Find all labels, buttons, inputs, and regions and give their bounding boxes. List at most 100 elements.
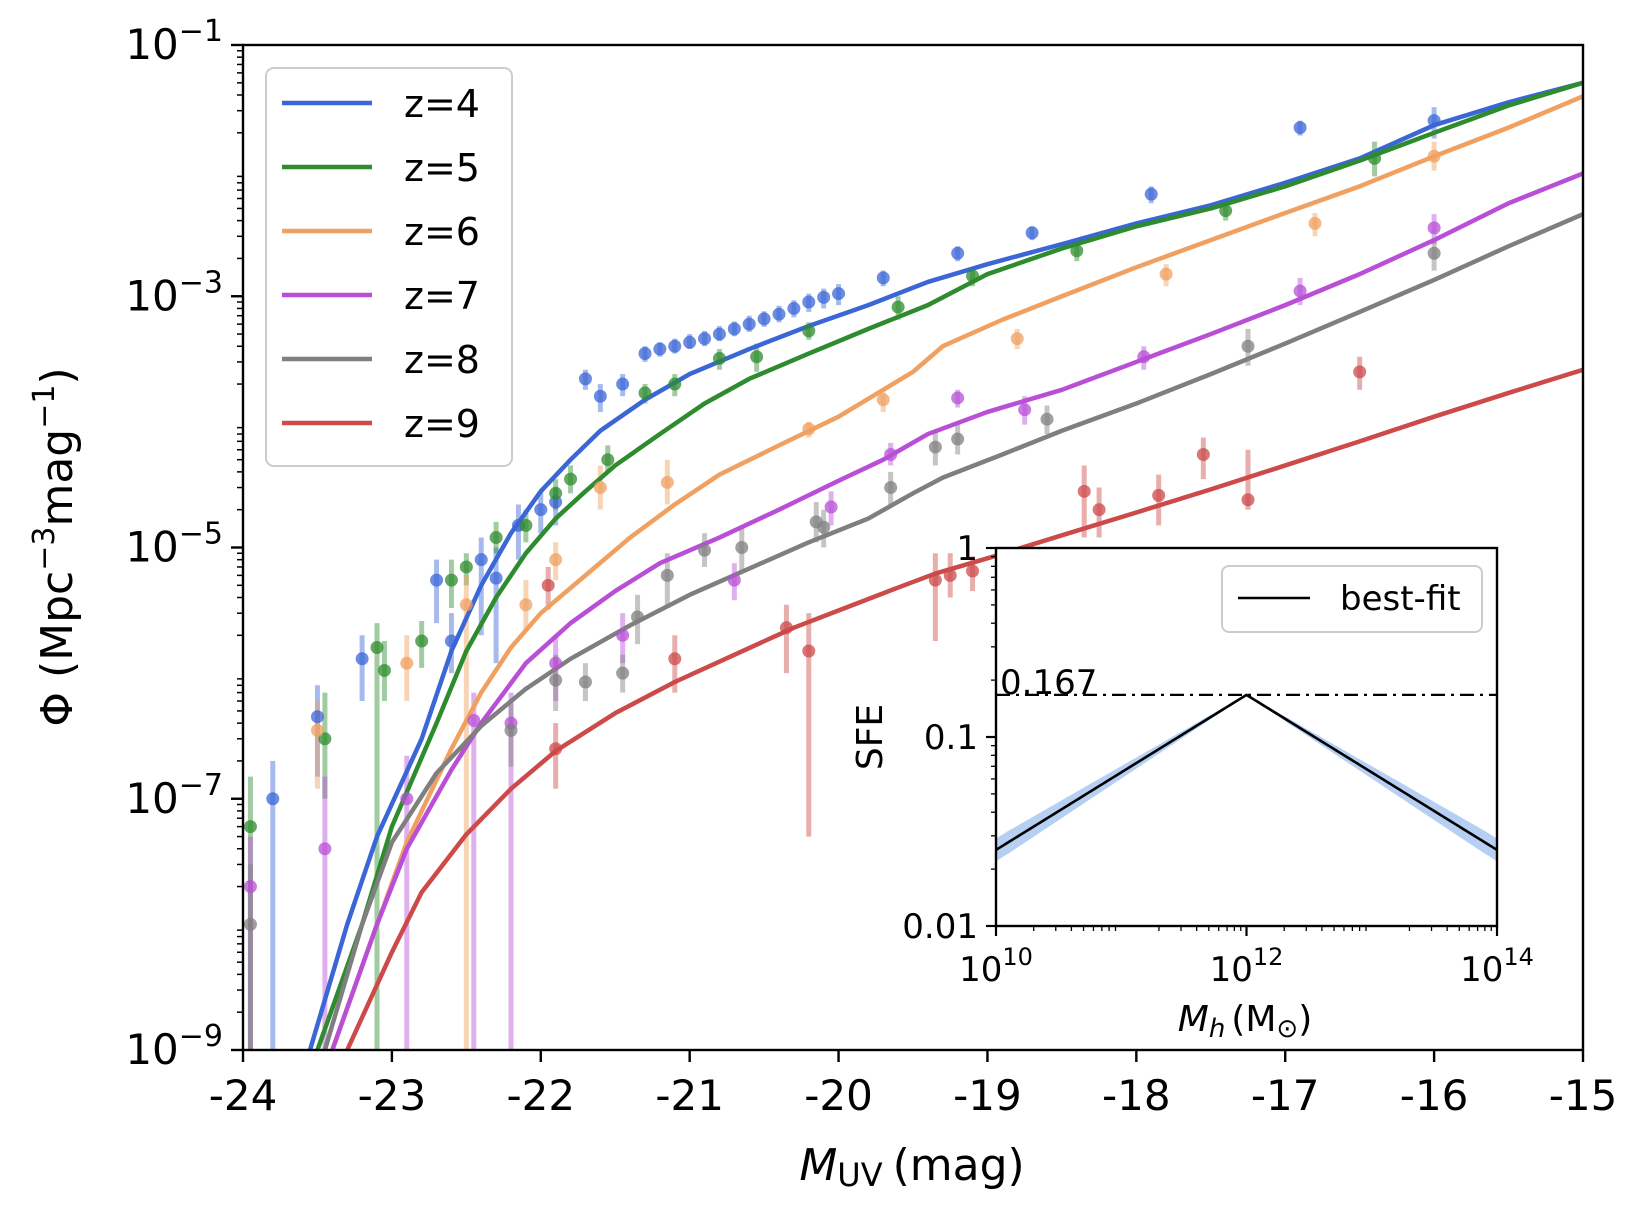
data-point-z7-9 — [884, 447, 898, 461]
main-x-title-subscript: UV — [837, 1156, 882, 1194]
inset-legend-frame — [1221, 565, 1483, 633]
data-point-z9-4 — [802, 644, 816, 658]
data-point-z4-27 — [876, 271, 890, 285]
main-x-tick-label-4: -20 — [804, 1071, 873, 1120]
main-x-axis-title: MUV (mag) — [799, 1140, 1024, 1194]
main-plot: -24 -23 -22 -21 -20 -19 -18 -17 -16 -1510−110−310… — [125, 14, 1617, 1120]
main-x-tick-label-6: -18 — [1102, 1071, 1171, 1120]
main-y-tick-label-2: 10−5 — [125, 517, 223, 572]
data-point-z5-6 — [459, 560, 473, 574]
data-point-z5-0 — [243, 820, 257, 834]
data-point-z5-1 — [318, 732, 332, 746]
data-point-z4-19 — [727, 322, 741, 336]
data-point-z8-3 — [578, 675, 592, 689]
data-point-z4-26 — [832, 287, 846, 301]
inset-y-tick-label-1: 0.1 — [924, 718, 978, 758]
inset-x-title-symbol: M — [1178, 999, 1209, 1040]
data-point-z5-4 — [415, 634, 429, 648]
data-point-z4-20 — [742, 317, 756, 331]
main-x-tick-label-0: -24 — [209, 1071, 278, 1120]
data-point-z6-4 — [549, 553, 563, 567]
data-point-z4-11 — [593, 389, 607, 403]
inset-x-title-unit-subscript: ⊙ — [1276, 1014, 1298, 1044]
data-point-z7-2 — [400, 792, 414, 806]
data-point-z4-16 — [683, 335, 697, 349]
data-point-z9-9 — [1092, 503, 1106, 517]
data-point-z8-7 — [698, 543, 712, 557]
data-point-z4-12 — [616, 377, 630, 391]
data-point-z4-30 — [1144, 187, 1158, 201]
main-y-tick-label-4: 10−9 — [125, 1019, 223, 1074]
data-point-z5-21 — [1368, 151, 1382, 165]
data-point-z5-15 — [750, 350, 764, 364]
data-point-z4-15 — [668, 339, 682, 353]
main-x-tick-label-7: -17 — [1251, 1071, 1320, 1120]
data-point-z7-7 — [727, 573, 741, 587]
inset-reference-label: 0.167 — [1000, 663, 1097, 703]
data-point-z5-12 — [638, 386, 652, 400]
data-point-z4-3 — [430, 573, 444, 587]
data-point-z5-8 — [519, 518, 533, 532]
data-point-z5-13 — [668, 377, 682, 391]
data-point-z9-3 — [779, 621, 793, 635]
inset-y-tick-label-0: 1 — [956, 529, 978, 569]
data-point-z8-11 — [884, 481, 898, 495]
fit-line-z9 — [345, 367, 1583, 1050]
data-point-z5-14 — [712, 351, 726, 365]
data-point-z6-12 — [1427, 149, 1441, 163]
data-point-z6-8 — [876, 393, 890, 407]
data-point-z4-4 — [444, 634, 458, 648]
data-point-z7-13 — [1293, 284, 1307, 298]
inset-y-tick-label-2: 0.01 — [902, 907, 978, 947]
main-y-tick-label-0: 10−1 — [125, 14, 223, 69]
data-point-z9-5 — [928, 573, 942, 587]
data-point-z5-3 — [377, 663, 391, 677]
main-x-tick-label-5: -19 — [953, 1071, 1022, 1120]
main-x-tick-label-1: -23 — [358, 1071, 427, 1120]
data-point-z4-23 — [787, 301, 801, 315]
legend-label-z6: z=6 — [404, 210, 480, 254]
data-point-z4-6 — [489, 571, 503, 585]
data-point-z6-6 — [660, 475, 674, 489]
data-point-z8-1 — [504, 723, 518, 737]
data-point-z9-11 — [1196, 447, 1210, 461]
data-point-z7-6 — [616, 628, 630, 642]
inset-x-axis-title: Mh (M⊙) — [1178, 999, 1313, 1044]
data-point-z9-12 — [1241, 493, 1255, 507]
data-point-z9-0 — [541, 578, 555, 592]
data-point-z5-17 — [891, 300, 905, 314]
inset-x-tick-label-1: 1012 — [1210, 943, 1284, 990]
inset-x-title-unit-open: (M — [1231, 999, 1276, 1040]
legend: z=4 z=5 z=6 z=7 z=8 z=9 — [265, 67, 513, 467]
inset-x-tick-label-2: 1014 — [1460, 943, 1534, 990]
data-point-z8-16 — [1427, 246, 1441, 260]
data-point-z4-14 — [653, 342, 667, 356]
data-point-z5-10 — [564, 472, 578, 486]
main-x-tick-label-2: -22 — [506, 1071, 575, 1120]
data-point-z4-17 — [698, 332, 712, 346]
data-point-z4-31 — [1293, 121, 1307, 135]
data-point-z4-21 — [757, 312, 771, 326]
main-y-title-part1: Φ (Mpc — [32, 571, 83, 727]
main-y-title-exp1: −3 — [27, 527, 62, 571]
main-y-title-part3: ) — [32, 367, 83, 384]
inset-x-tick-label-0: 1010 — [959, 943, 1033, 990]
data-point-z6-11 — [1308, 216, 1322, 230]
data-point-z6-7 — [802, 422, 816, 436]
data-point-z4-32 — [1427, 114, 1441, 128]
data-point-z4-25 — [817, 290, 831, 304]
fit-line-z6 — [330, 94, 1583, 1050]
data-point-z9-13 — [1353, 365, 1367, 379]
data-point-z5-11 — [601, 453, 615, 467]
data-point-z4-10 — [578, 372, 592, 386]
data-point-z6-0 — [310, 723, 324, 737]
data-point-z4-0 — [266, 792, 280, 806]
legend-label-z8: z=8 — [404, 338, 480, 382]
data-point-z7-5 — [549, 656, 563, 670]
fit-line-z8 — [322, 212, 1583, 1050]
data-point-z5-18 — [966, 269, 980, 283]
data-point-z7-11 — [1018, 403, 1032, 417]
legend-label-z7: z=7 — [404, 274, 480, 318]
